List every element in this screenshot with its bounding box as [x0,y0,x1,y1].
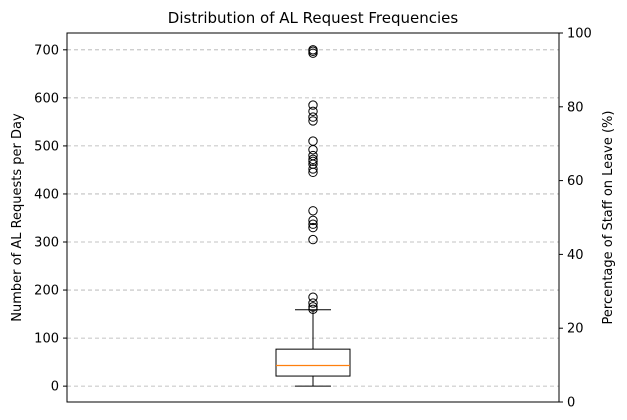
y-tick-label: 600 [34,91,59,106]
chart-title: Distribution of AL Request Frequencies [168,9,459,27]
outlier-point [308,164,318,174]
interquartile-box [275,348,351,377]
outlier-point [308,292,318,302]
y-tick-label: 100 [34,332,59,347]
outlier-point [308,145,318,155]
outlier-point [308,154,318,165]
y2-axis-label: Percentage of Staff on Leave (%) [601,111,616,325]
outlier-point [308,298,318,308]
y2-tick-label: 20 [567,322,584,337]
outlier-point [308,45,318,55]
y-axis-label: Number of AL Requests per Day [10,113,25,322]
outlier-point [308,106,318,117]
y-tick-label: 300 [34,236,59,251]
box-plot [275,309,351,387]
outlier-point [308,222,318,233]
outlier-points [308,45,318,314]
y2-tick-label: 80 [567,100,584,115]
plot-frame [66,32,560,403]
y-tick-label: 500 [34,139,59,154]
outlier-point [308,304,318,314]
outlier-point [308,116,318,126]
y2-tick-label: 40 [567,248,584,263]
y-tick-label: 200 [34,284,59,299]
outlier-point [308,234,318,245]
outlier-point [308,100,318,110]
axis-ticks: 0 100 200 300 400 500 600 700 0 20 40 60 80 100 [34,27,592,411]
y-tick-label: 700 [34,43,59,58]
outlier-point [308,206,318,216]
outlier-point [308,112,318,122]
outlier-point [308,219,318,229]
y-tick-label: 0 [51,380,59,395]
y2-tick-label: 60 [567,174,584,189]
y2-tick-label: 0 [567,396,575,411]
outlier-point [308,150,318,161]
outlier-point [308,136,318,146]
y-tick-label: 400 [34,187,59,202]
outlier-point [308,302,318,312]
outlier-point [308,215,318,226]
y2-tick-label: 100 [567,27,592,42]
